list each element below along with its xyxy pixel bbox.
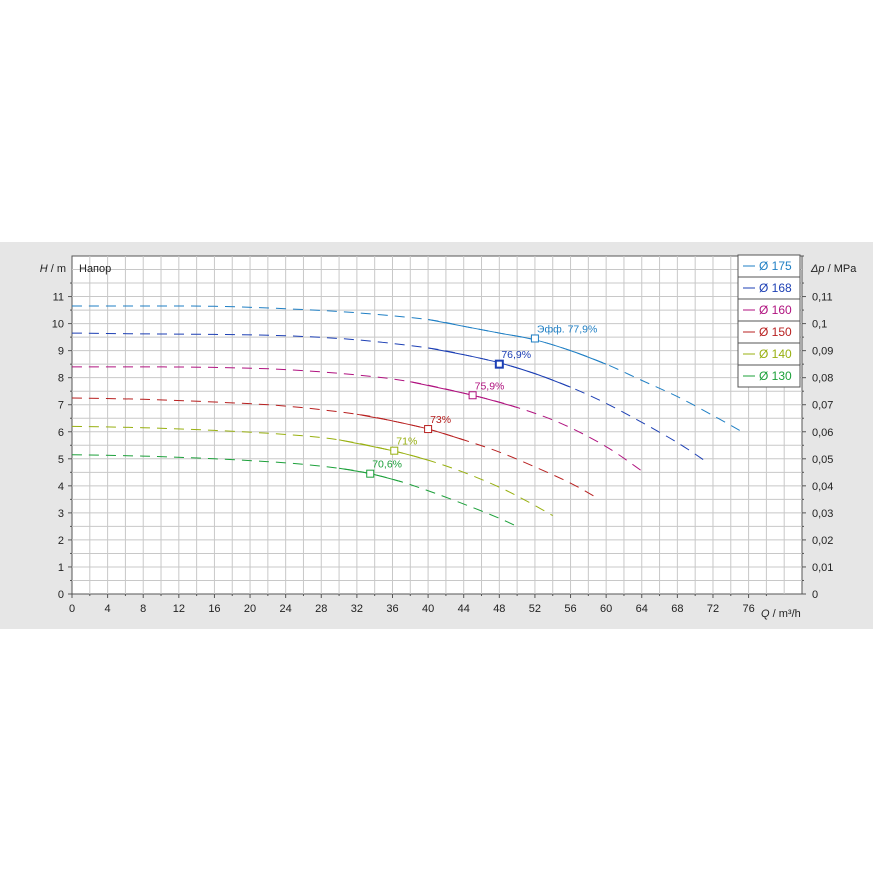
x-tick-label: 16 xyxy=(208,603,220,615)
efficiency-marker xyxy=(366,469,375,478)
y-tick-label: 4 xyxy=(58,481,64,493)
y-tick-label: 0 xyxy=(58,589,64,601)
x-tick-label: 52 xyxy=(529,603,541,615)
y2-tick-label: 0,03 xyxy=(812,508,833,520)
x-axis-unit: m³/h xyxy=(779,608,801,620)
efficiency-label: 75,9% xyxy=(475,380,505,392)
x-axis-separator: / xyxy=(773,608,779,620)
efficiency-marker xyxy=(494,359,504,369)
axis-ticks: 0 4 8 12 16 20 24 28 32 36 40 44 48 52 56 60 64 68 72 76012… xyxy=(52,255,833,615)
x-tick-label: 60 xyxy=(600,603,612,615)
pump-curve-chart: 0 4 8 12 16 20 24 28 32 36 40 44 48 52 56 60 64 68 72 76012… xyxy=(40,254,857,620)
x-tick-label: 36 xyxy=(386,603,398,615)
efficiency-markers: Эфф. 77,9% 76,9% 75,9% 73% 71% 70,6% xyxy=(366,323,597,478)
x-tick-label: 48 xyxy=(493,603,505,615)
y-tick-label: 3 xyxy=(58,508,64,520)
y-axis-symbol: H xyxy=(40,263,48,275)
x-axis-label: Q / m³/h xyxy=(761,608,801,620)
y2-tick-label: 0,06 xyxy=(812,427,833,439)
x-axis-symbol: Q xyxy=(761,608,770,620)
x-tick-label: 24 xyxy=(280,603,292,615)
x-tick-label: 12 xyxy=(173,603,185,615)
y2-tick-label: 0,01 xyxy=(812,562,833,574)
x-tick-label: 8 xyxy=(140,603,146,615)
legend-label: Ø 140 xyxy=(759,347,792,361)
legend-label: Ø 175 xyxy=(759,259,792,273)
x-tick-label: 76 xyxy=(742,603,754,615)
x-tick-label: 0 xyxy=(69,603,75,615)
y2-tick-label: 0,05 xyxy=(812,454,833,466)
efficiency-marker xyxy=(530,334,539,343)
efficiency-label: Эфф. 77,9% xyxy=(537,323,597,335)
y-axis-label: H / m xyxy=(40,263,66,275)
legend-label: Ø 168 xyxy=(759,281,792,295)
y-tick-label: 11 xyxy=(53,292,64,304)
y2-tick-label: 0,08 xyxy=(812,373,833,385)
y2-axis-unit: MPa xyxy=(834,263,858,275)
legend-label: Ø 160 xyxy=(759,303,792,317)
legend-label: Ø 130 xyxy=(759,369,792,383)
curve-solid-4 xyxy=(356,413,464,441)
plot-area xyxy=(71,255,803,595)
y2-tick-label: 0,02 xyxy=(812,535,833,547)
x-tick-label: 44 xyxy=(458,603,470,615)
efficiency-label: 76,9% xyxy=(501,349,531,361)
y2-tick-label: 0,11 xyxy=(812,292,833,304)
curve-dashed-5 xyxy=(71,425,553,517)
efficiency-marker xyxy=(390,446,399,455)
x-tick-label: 40 xyxy=(422,603,434,615)
legend-label: Ø 150 xyxy=(759,325,792,339)
y-tick-label: 9 xyxy=(58,346,64,358)
efficiency-label: 71% xyxy=(396,436,417,448)
x-tick-label: 4 xyxy=(105,603,111,615)
y-tick-label: 2 xyxy=(58,535,64,547)
y-tick-label: 5 xyxy=(58,454,64,466)
x-tick-label: 20 xyxy=(244,603,256,615)
y2-tick-label: 0,04 xyxy=(812,481,833,493)
efficiency-label: 73% xyxy=(430,414,451,426)
y2-tick-label: 0,09 xyxy=(812,346,833,358)
y-axis-unit: m xyxy=(57,263,66,275)
y-tick-label: 1 xyxy=(58,562,64,574)
y-tick-label: 10 xyxy=(52,319,64,331)
x-tick-label: 28 xyxy=(315,603,327,615)
y-tick-label: 8 xyxy=(58,373,64,385)
legend: Ø 175 Ø 168 Ø 160 Ø 150 Ø 140 Ø 130 xyxy=(737,254,801,388)
y2-axis-label: Δp / MPa xyxy=(810,263,857,275)
x-tick-label: 72 xyxy=(707,603,719,615)
curve-dashed-1 xyxy=(71,305,740,431)
efficiency-marker xyxy=(424,425,433,434)
y2-axis-symbol: Δp xyxy=(810,263,825,275)
y2-axis-separator: / xyxy=(828,263,834,275)
y2-tick-label: 0 xyxy=(812,589,818,601)
curve-solid-1 xyxy=(428,319,607,365)
x-tick-label: 64 xyxy=(636,603,648,615)
y2-tick-label: 0,07 xyxy=(812,400,833,412)
x-tick-label: 56 xyxy=(564,603,576,615)
y-tick-label: 6 xyxy=(58,427,64,439)
curve-dashed-3 xyxy=(71,366,643,472)
x-tick-label: 32 xyxy=(351,603,363,615)
efficiency-label: 70,6% xyxy=(372,459,402,471)
y-tick-label: 7 xyxy=(58,400,64,412)
y2-tick-label: 0,1 xyxy=(812,319,827,331)
efficiency-marker xyxy=(468,391,477,400)
pump-curve-chart-panel: 0 4 8 12 16 20 24 28 32 36 40 44 48 52 56 60 64 68 72 76 0 1 2… xyxy=(0,242,873,629)
chart-title: Напор xyxy=(79,263,111,275)
y-axis-separator: / xyxy=(51,263,57,275)
x-tick-label: 68 xyxy=(671,603,683,615)
